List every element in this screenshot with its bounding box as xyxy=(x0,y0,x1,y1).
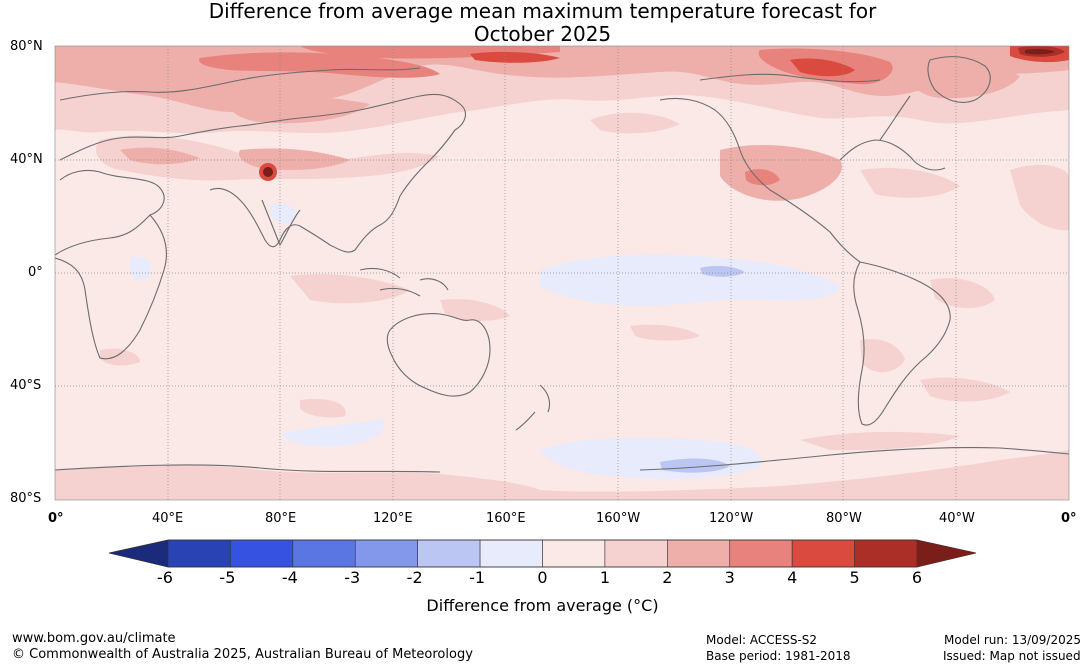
colorbar-cell xyxy=(604,539,668,568)
colorbar-cell xyxy=(854,539,918,568)
title-line-2: October 2025 xyxy=(473,22,612,46)
coastlines xyxy=(55,56,1069,473)
graticule xyxy=(55,46,1069,500)
colorbar-tick-label: 1 xyxy=(599,568,610,587)
lon-label-40e: 40°E xyxy=(152,511,184,526)
lat-label-40s: 40°S xyxy=(10,378,42,393)
lon-label-0-left: 0° xyxy=(48,511,64,526)
colorbar-cell xyxy=(791,539,855,568)
colorbar-tick-label: 4 xyxy=(787,568,798,587)
colorbar-cell xyxy=(542,539,606,568)
title-line-1: Difference from average mean maximum tem… xyxy=(208,0,877,23)
lon-label-160w: 160°W xyxy=(596,511,641,526)
colorbar-tick-label: -6 xyxy=(157,568,173,587)
lat-label-80s: 80°S xyxy=(10,491,42,506)
colorbar-cell xyxy=(167,539,231,568)
map-frame xyxy=(54,45,1070,501)
footer-model: Model: ACCESS-S2 xyxy=(706,633,818,647)
colorbar-tick-label: 3 xyxy=(724,568,735,587)
colorbar-extend-high xyxy=(917,540,976,567)
footer-copyright: © Commonwealth of Australia 2025, Austra… xyxy=(12,647,473,662)
footer-website: www.bom.gov.au/climate xyxy=(12,631,176,646)
lon-label-120e: 120°E xyxy=(373,511,413,526)
colorbar-extend-low xyxy=(109,540,168,567)
colorbar-tick-label: 2 xyxy=(662,568,673,587)
colorbar-tick-label: -1 xyxy=(469,568,486,587)
colorbar-tick-label: 0 xyxy=(537,568,548,587)
colorbar-tick-label: -3 xyxy=(344,568,361,587)
footer-base-period: Base period: 1981-2018 xyxy=(706,649,851,663)
colorbar-cell xyxy=(354,539,418,568)
footer-model-run: Model run: 13/09/2025 xyxy=(944,633,1082,647)
lon-label-160e: 160°E xyxy=(486,511,526,526)
map-title: Difference from average mean maximum tem… xyxy=(0,0,1085,46)
colorbar-tick-label: -4 xyxy=(281,568,298,587)
colorbar-cell xyxy=(417,539,481,568)
footer-issued: Issued: Map not issued xyxy=(943,649,1081,663)
colorbar-cell xyxy=(667,539,731,568)
lon-label-120w: 120°W xyxy=(709,511,754,526)
colorbar-cell xyxy=(729,539,793,568)
colorbar-cell xyxy=(230,539,294,568)
colorbar-tick-label: 6 xyxy=(911,568,923,587)
lat-label-80n: 80°N xyxy=(10,39,43,54)
lon-label-40w: 40°W xyxy=(939,511,975,526)
colorbar-title: Difference from average (°C) xyxy=(426,596,659,615)
colorbar xyxy=(108,539,977,568)
colorbar-cell xyxy=(479,539,543,568)
lon-label-0-right: 0° xyxy=(1061,511,1077,526)
lat-label-40n: 40°N xyxy=(10,152,43,167)
lat-label-0: 0° xyxy=(28,265,43,280)
lon-label-80w: 80°W xyxy=(826,511,862,526)
lon-label-80e: 80°E xyxy=(265,511,297,526)
colorbar-tick-label: -5 xyxy=(219,568,236,587)
colorbar-cell xyxy=(292,539,356,568)
colorbar-tick-label: 5 xyxy=(849,568,860,587)
colorbar-tick-label: -2 xyxy=(406,568,423,587)
